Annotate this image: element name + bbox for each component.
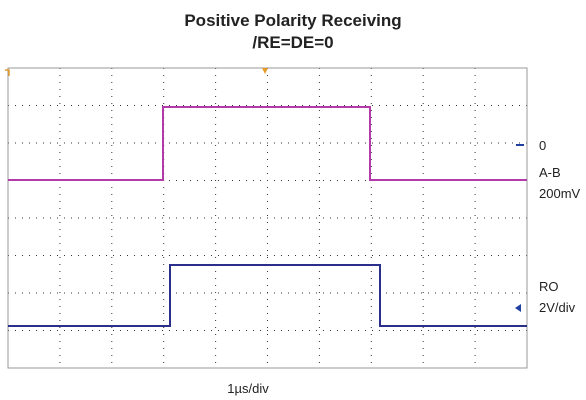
subtitle: /RE=DE=0 xyxy=(252,33,333,52)
channel-b-scale: 2V/div xyxy=(539,300,576,315)
offset-marker-b xyxy=(515,304,521,312)
graticule xyxy=(8,68,527,368)
timebase: 1µs/div xyxy=(227,381,269,396)
trace-a-b xyxy=(8,106,527,181)
channel-b-name: RO xyxy=(539,279,559,294)
trigger-position xyxy=(262,68,268,74)
channel-a-name: A-B xyxy=(539,165,561,180)
channel-a-scale: 200mV xyxy=(539,186,581,201)
title: Positive Polarity Receiving xyxy=(184,11,401,30)
trigger-marker xyxy=(5,69,10,76)
trace-ro xyxy=(8,264,527,327)
channel-a-offset: 0 xyxy=(539,138,546,153)
